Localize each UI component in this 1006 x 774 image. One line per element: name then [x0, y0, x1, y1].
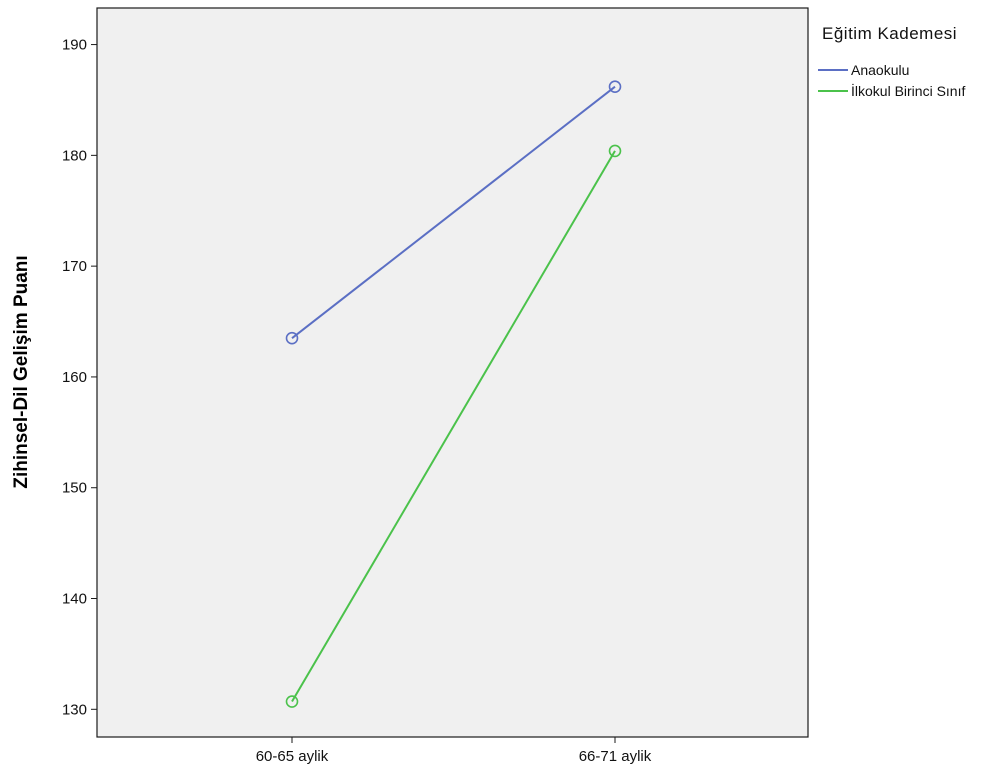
- data-point: [285, 331, 299, 345]
- x-tick-label: 66-71 aylik: [579, 748, 652, 765]
- y-axis: 130 140 150 160 170 180 190: [62, 37, 97, 718]
- y-tick-label: 130: [62, 701, 87, 718]
- series-line: [291, 85, 616, 339]
- data-point: [285, 695, 299, 708]
- y-tick-label: 180: [62, 147, 87, 164]
- y-tick-label: 170: [62, 258, 87, 275]
- y-tick-label: 160: [62, 369, 87, 386]
- series-line: [291, 150, 616, 703]
- y-tick-label: 190: [62, 37, 87, 54]
- data-point: [608, 80, 622, 93]
- x-tick-label: 60-65 aylik: [256, 748, 329, 765]
- y-axis-title: Zihinsel-Dil Gelişim Puanı: [11, 255, 32, 488]
- legend: Anaokulu İlkokul Birinci Sınıf: [818, 62, 965, 99]
- y-tick-label: 150: [62, 480, 87, 497]
- legend-label: Anaokulu: [851, 62, 909, 78]
- data-point: [608, 144, 622, 158]
- x-axis: 60-65 aylik 66-71 aylik: [256, 737, 652, 765]
- plot-area: [96, 7, 809, 738]
- series-layer: [285, 80, 622, 708]
- legend-label: İlkokul Birinci Sınıf: [851, 82, 965, 99]
- y-tick-label: 140: [62, 591, 87, 608]
- legend-title: Eğitim Kademesi: [822, 24, 957, 43]
